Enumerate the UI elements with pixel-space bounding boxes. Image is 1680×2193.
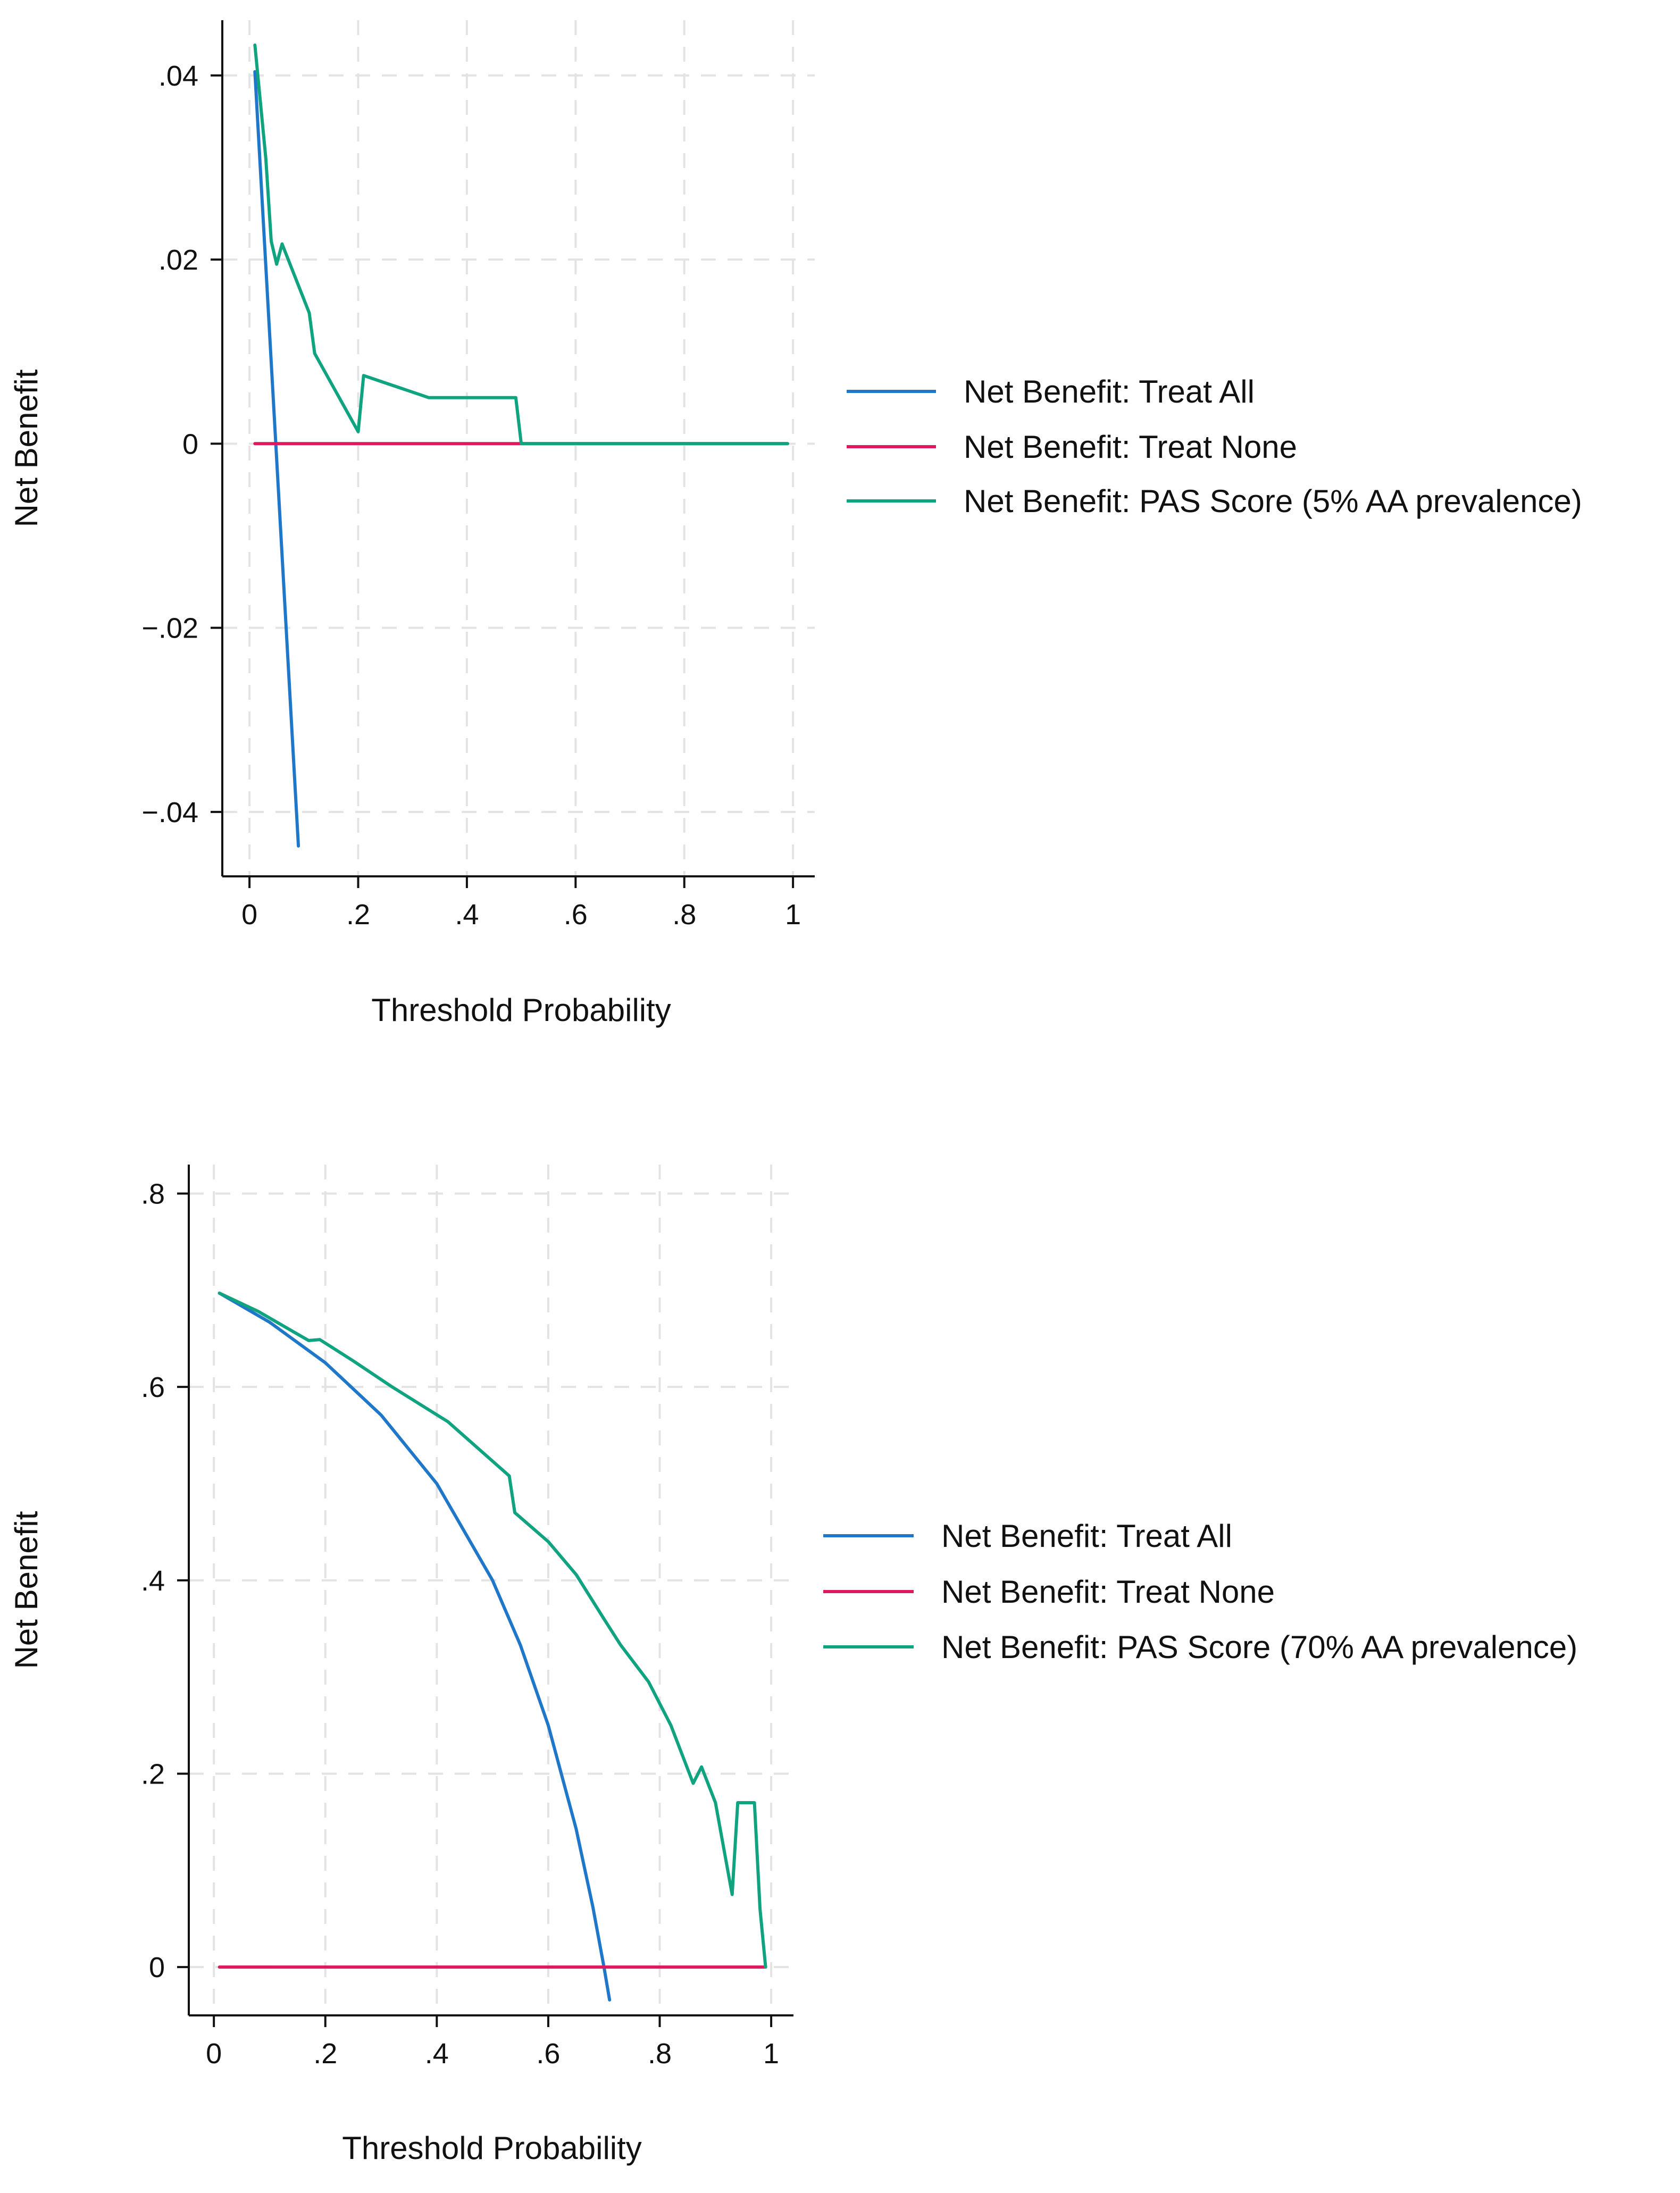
y-tick-label: .4 bbox=[141, 1565, 165, 1597]
x-axis-title: Threshold Probability bbox=[342, 2130, 642, 2166]
x-tick-label: 1 bbox=[785, 899, 801, 931]
legend-label: Net Benefit: Treat All bbox=[964, 374, 1255, 409]
legend-label: Net Benefit: PAS Score (70% AA prevalenc… bbox=[941, 1629, 1577, 1665]
x-tick-label: .6 bbox=[536, 2038, 560, 2070]
chart-top-5pct: 0 .2 .4 .6 .8 1 .04 .02 0 −.02 −.04 Threshold Proba… bbox=[9, 20, 1582, 1028]
y-tick-label: 0 bbox=[149, 1952, 165, 1983]
y-tick-label: 0 bbox=[182, 428, 198, 460]
y-tick-label: .04 bbox=[158, 60, 198, 92]
legend-label: Net Benefit: Treat All bbox=[941, 1518, 1232, 1554]
x-tick-label: 0 bbox=[206, 2038, 222, 2070]
x-tick-label: 0 bbox=[241, 899, 257, 931]
x-tick-label: .2 bbox=[313, 2038, 337, 2070]
x-tick-label: .8 bbox=[648, 2038, 672, 2070]
y-tick-label: .02 bbox=[158, 244, 198, 276]
y-axis-title: Net Benefit bbox=[9, 369, 44, 527]
x-tick-label: 1 bbox=[763, 2038, 779, 2070]
legend-label: Net Benefit: Treat None bbox=[941, 1574, 1275, 1610]
series-line-treat-all bbox=[253, 70, 300, 848]
series-line-pas-score bbox=[218, 1291, 767, 1969]
x-tick-label: .8 bbox=[672, 899, 696, 931]
chart-bottom-70pct: 0 .2 .4 .6 .8 1 .8 .6 .4 .2 0 Threshold Probability… bbox=[9, 1165, 1577, 2166]
y-axis-title: Net Benefit bbox=[9, 1511, 44, 1669]
legend-label: Net Benefit: Treat None bbox=[964, 429, 1297, 465]
y-tick-label: .2 bbox=[141, 1758, 165, 1790]
x-tick-label: .6 bbox=[564, 899, 588, 931]
x-axis-title: Threshold Probability bbox=[371, 992, 671, 1028]
legend-label: Net Benefit: PAS Score (5% AA prevalence… bbox=[964, 483, 1582, 519]
y-tick-label: .6 bbox=[141, 1371, 165, 1403]
x-tick-label: .4 bbox=[425, 2038, 449, 2070]
x-tick-label: .4 bbox=[455, 899, 479, 931]
y-tick-label: .8 bbox=[141, 1178, 165, 1210]
series-line-pas-score bbox=[253, 43, 789, 446]
series-line-treat-all bbox=[218, 1291, 612, 2002]
y-tick-label: −.02 bbox=[141, 613, 198, 644]
y-tick-label: −.04 bbox=[141, 797, 198, 828]
x-tick-label: .2 bbox=[346, 899, 370, 931]
